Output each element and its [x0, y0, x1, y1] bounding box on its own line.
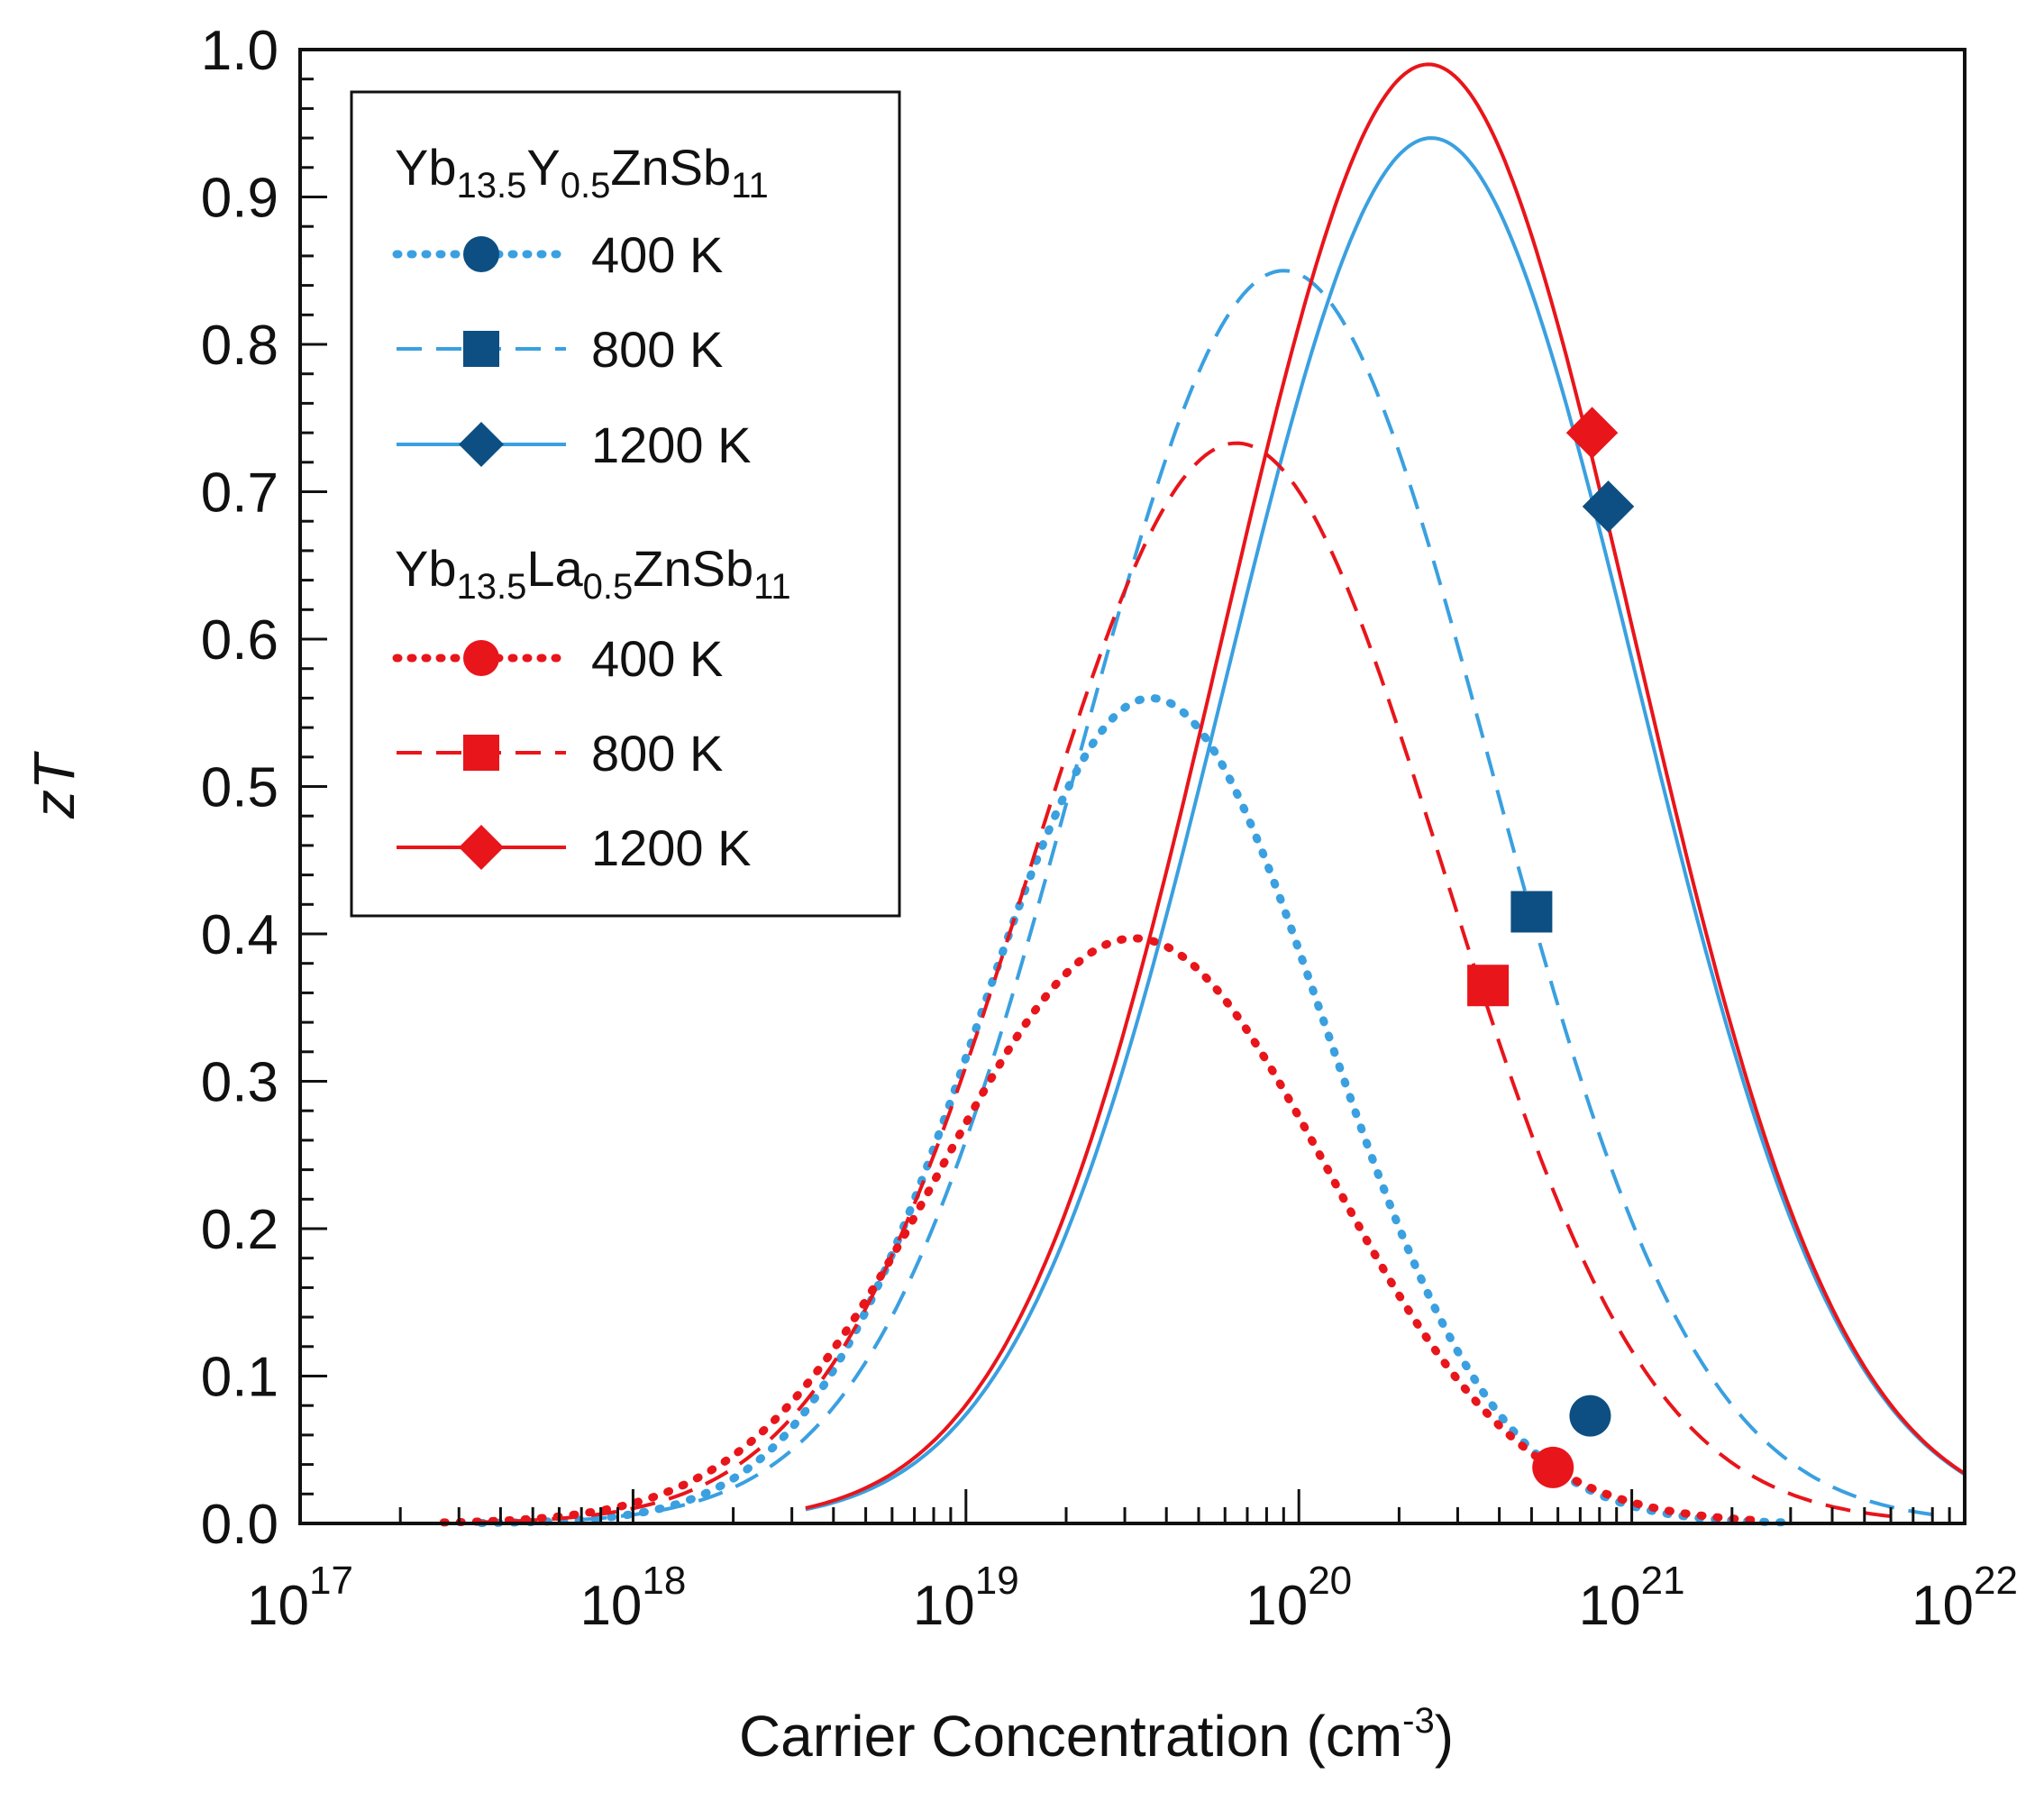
legend-marker-square [463, 735, 499, 771]
series-line-y-800k [581, 269, 1933, 1522]
x-tick-label: 1017 [247, 1559, 353, 1637]
x-tick-labels: 1017 1018 1019 1020 1021 1022 [247, 1559, 2018, 1637]
x-axis-title: Carrier Concentration (cm-3) [739, 1701, 1454, 1769]
data-point-y-800k [1510, 891, 1553, 933]
series-line-la-1200k [805, 62, 1966, 1510]
x-tick-label: 1022 [1912, 1559, 2018, 1637]
y-tick-label: 0.3 [201, 1052, 278, 1114]
y-tick-label: 0.5 [201, 757, 278, 819]
axis-ticks [298, 48, 1951, 1525]
legend-group-title: Yb13.5Y0.5ZnSb11 [395, 139, 769, 206]
y-tick-label: 0.6 [201, 609, 278, 672]
data-point-la-800k [1467, 965, 1510, 1007]
series-line-la-800k [472, 441, 1892, 1524]
legend-marker-circle [463, 640, 499, 676]
series-line-y-1200k [805, 136, 1966, 1512]
y-tick-labels: 0.0 0.1 0.2 0.3 0.4 0.5 0.6 0.7 0.8 0.9 1.0 [201, 20, 278, 1556]
y-tick-label: 1.0 [201, 20, 278, 82]
legend-label: 400 K [591, 630, 723, 687]
y-tick-label: 0.8 [201, 315, 278, 377]
y-tick-label: 0.9 [201, 168, 278, 230]
legend-label: 1200 K [591, 416, 752, 473]
y-tick-label: 0.7 [201, 462, 278, 525]
y-tick-label: 0.2 [201, 1199, 278, 1261]
y-tick-label: 0.1 [201, 1347, 278, 1409]
legend-box [350, 90, 901, 918]
data-point-la-400k [1532, 1446, 1574, 1488]
x-tick-label: 1018 [579, 1559, 686, 1637]
legend-label: 400 K [591, 226, 723, 283]
legend-label: 1200 K [591, 819, 752, 876]
legend-marker-circle [463, 236, 499, 272]
legend-label: 800 K [591, 321, 723, 378]
y-axis-title: zT [22, 751, 87, 819]
legend: Yb13.5Y0.5ZnSb11 Yb13.5La0.5ZnSb11 400 K 80… [350, 90, 901, 918]
x-tick-label: 1019 [913, 1559, 1019, 1637]
data-point-y-400k [1569, 1395, 1611, 1437]
legend-marker-square [463, 331, 499, 367]
legend-label: 800 K [591, 725, 723, 782]
y-tick-label: 0.0 [201, 1494, 278, 1556]
y-tick-label: 0.4 [201, 904, 278, 966]
x-tick-label: 1021 [1579, 1559, 1685, 1637]
series-points [1467, 407, 1635, 1488]
series-curves [439, 62, 1966, 1527]
legend-group-title: Yb13.5La0.5ZnSb11 [395, 540, 791, 607]
data-point-y-1200k [1582, 480, 1635, 533]
data-point-la-1200k [1565, 407, 1619, 459]
series-line-la-400k [439, 934, 1769, 1527]
legend-marker-diamond [459, 422, 504, 467]
x-tick-label: 1020 [1246, 1559, 1352, 1637]
legend-marker-diamond [459, 825, 504, 870]
